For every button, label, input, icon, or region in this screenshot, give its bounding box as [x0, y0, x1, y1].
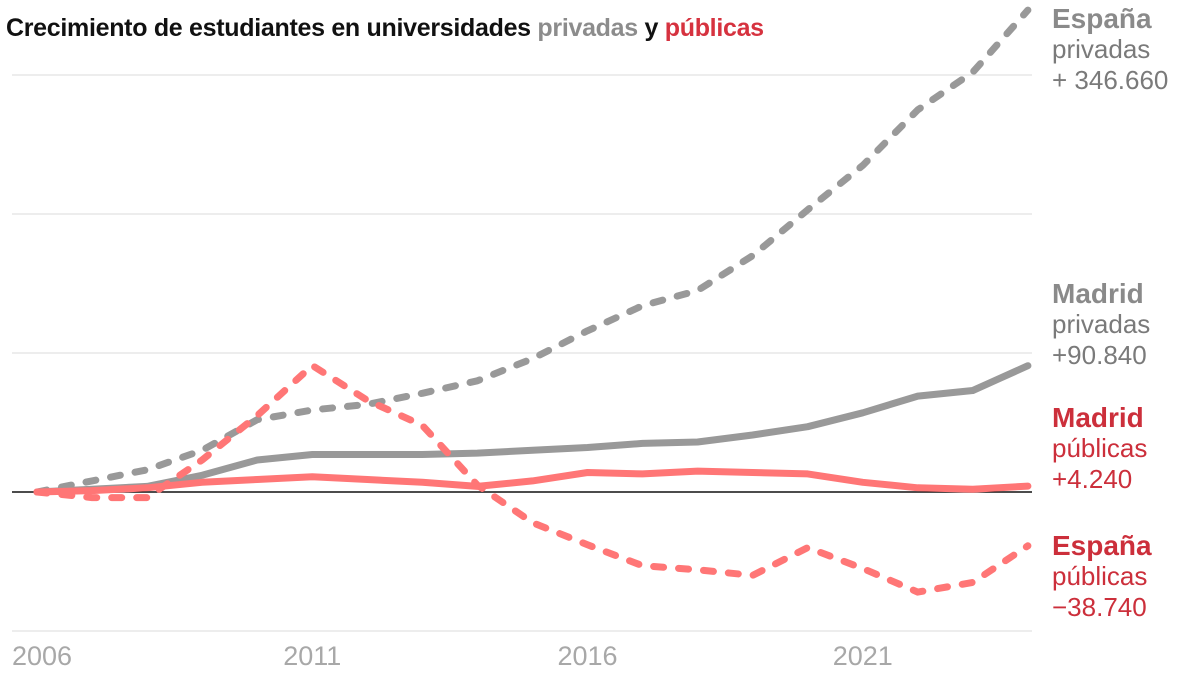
- label-madrid-publicas: Madrid públicas +4.240: [1052, 402, 1147, 495]
- series-line-espana-publicas: [33, 362, 1032, 596]
- series-lines: [33, 6, 1032, 596]
- label-value: + 346.660: [1052, 65, 1169, 95]
- title-text: Crecimiento de estudiantes en universida…: [6, 14, 538, 42]
- label-type: públicas: [1052, 433, 1148, 463]
- label-madrid-privadas: Madrid privadas +90.840: [1052, 278, 1150, 371]
- label-type: privadas: [1052, 309, 1151, 339]
- x-tick-label: 2021: [833, 641, 893, 671]
- series-line-madrid-privadas: [33, 362, 1032, 496]
- title-publicas: públicas: [664, 14, 764, 42]
- label-type: públicas: [1052, 561, 1148, 591]
- x-axis-ticks: 2006 2011 2016 2021: [12, 641, 893, 671]
- label-value: +90.840: [1052, 340, 1147, 370]
- x-tick-label: 2016: [557, 641, 617, 671]
- label-value: +4.240: [1052, 464, 1133, 494]
- title-connector: y: [637, 14, 665, 42]
- label-type: privadas: [1052, 34, 1151, 64]
- series-line-madrid-publicas: [33, 467, 1032, 496]
- label-region: España: [1052, 530, 1152, 561]
- title-privadas: privadas: [537, 14, 638, 42]
- label-espana-privadas: España privadas + 346.660: [1052, 3, 1168, 96]
- x-tick-label: 2011: [283, 641, 341, 671]
- label-value: −38.740: [1052, 592, 1147, 622]
- label-region: España: [1052, 3, 1152, 34]
- label-region: Madrid: [1052, 278, 1144, 309]
- series-line-espana-privadas: [33, 6, 1032, 496]
- chart-title: Crecimiento de estudiantes en universida…: [6, 14, 764, 43]
- gridlines: [12, 74, 1032, 632]
- label-region: Madrid: [1052, 402, 1144, 433]
- label-espana-publicas: España públicas −38.740: [1052, 530, 1152, 623]
- x-tick-label: 2006: [12, 641, 72, 671]
